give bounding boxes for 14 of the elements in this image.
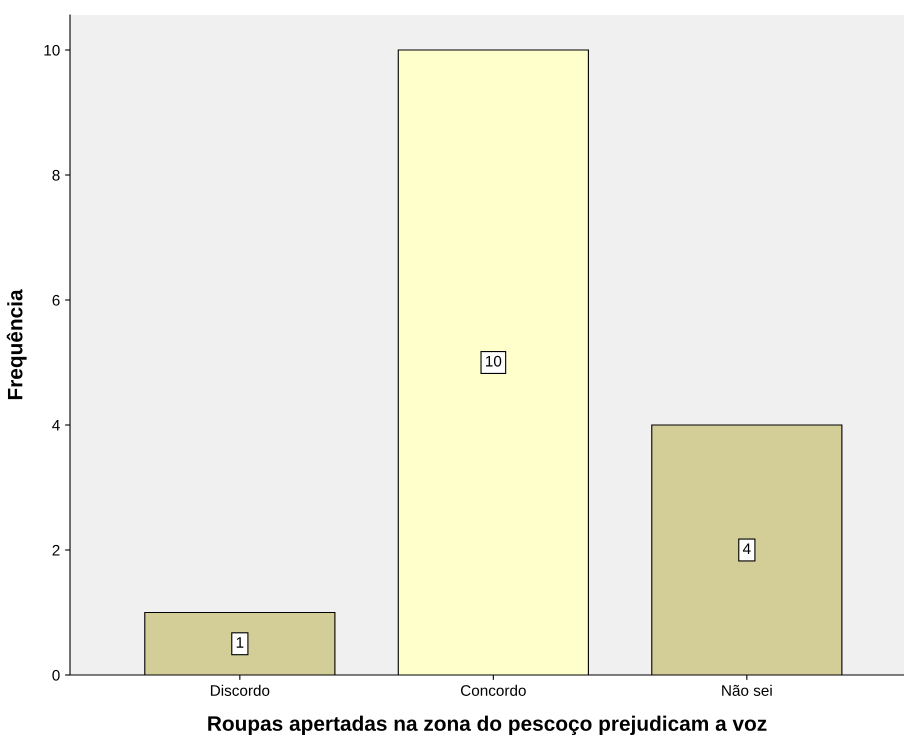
y-tick-label: 2 <box>52 544 60 556</box>
y-tick-label: 6 <box>52 294 60 306</box>
y-tick-label: 4 <box>52 420 60 431</box>
data-label: 10 <box>486 356 502 367</box>
x-tick-label: Discordo <box>210 684 270 696</box>
x-axis-title: Roupas apertadas na zona do pescoço prejudicam a voz <box>208 716 766 736</box>
y-tick-label: 10 <box>44 44 60 56</box>
data-label: 4 <box>742 543 751 554</box>
x-tick-label: Concordo <box>460 684 526 696</box>
y-tick-label: 0 <box>52 670 60 681</box>
y-axis-title: Frequência <box>6 289 27 400</box>
y-tick-label: 8 <box>52 170 60 181</box>
data-label: 1 <box>236 637 244 648</box>
x-tick-label: Não sei <box>722 684 772 696</box>
